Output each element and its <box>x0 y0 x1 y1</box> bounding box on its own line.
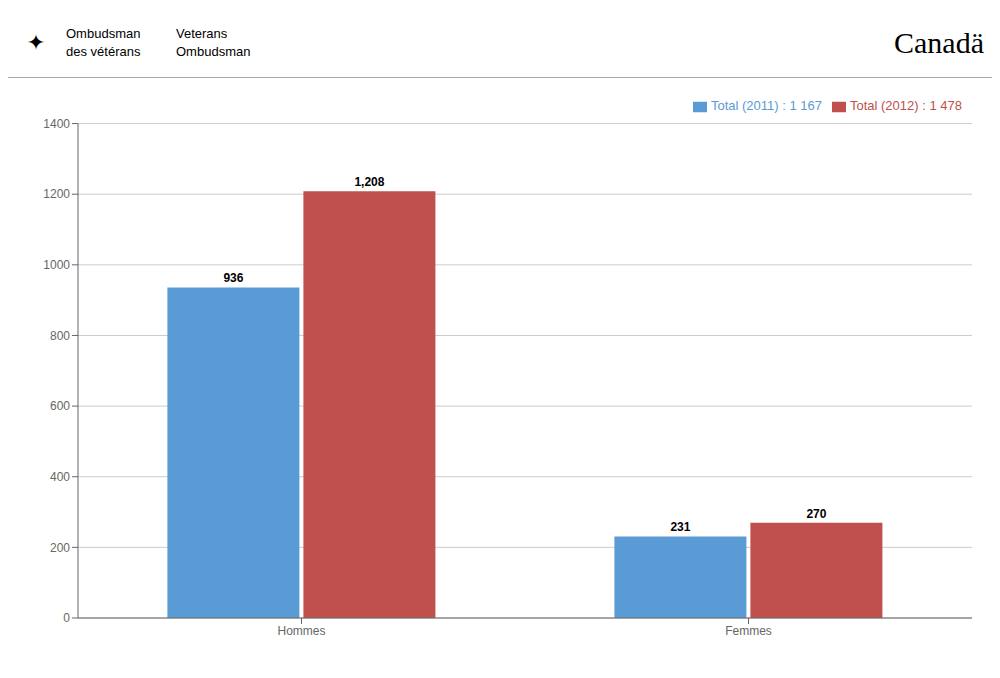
svg-text:1400: 1400 <box>43 117 70 131</box>
html-text:des vétérans: des vétérans <box>66 43 141 59</box>
svg-text:0: 0 <box>63 611 70 625</box>
svg-text:1000: 1000 <box>43 258 70 272</box>
svg-text:200: 200 <box>50 541 70 555</box>
svg-text:800: 800 <box>50 329 70 343</box>
svg-text:936: 936 <box>223 271 243 285</box>
html-text:Ombudsman: Ombudsman <box>176 43 251 59</box>
html-text:Total (2011) : 1 167: Total (2011) : 1 167 <box>710 98 822 113</box>
svg-text:1200: 1200 <box>43 187 70 201</box>
svg-text:231: 231 <box>670 520 690 534</box>
svg-text:Hommes: Hommes <box>277 624 325 638</box>
svg-text:600: 600 <box>50 399 70 413</box>
svg-text:270: 270 <box>806 507 826 521</box>
html-text:Ombudsman: Ombudsman <box>66 25 141 41</box>
html-text:Canadä: Canadä <box>894 25 984 59</box>
svg-text:400: 400 <box>50 470 70 484</box>
html-text:Veterans: Veterans <box>176 25 228 41</box>
svg-text:1,208: 1,208 <box>354 175 384 189</box>
html-text:Total (2012) : 1 478: Total (2012) : 1 478 <box>850 98 962 113</box>
svg-text:Femmes: Femmes <box>725 624 772 638</box>
